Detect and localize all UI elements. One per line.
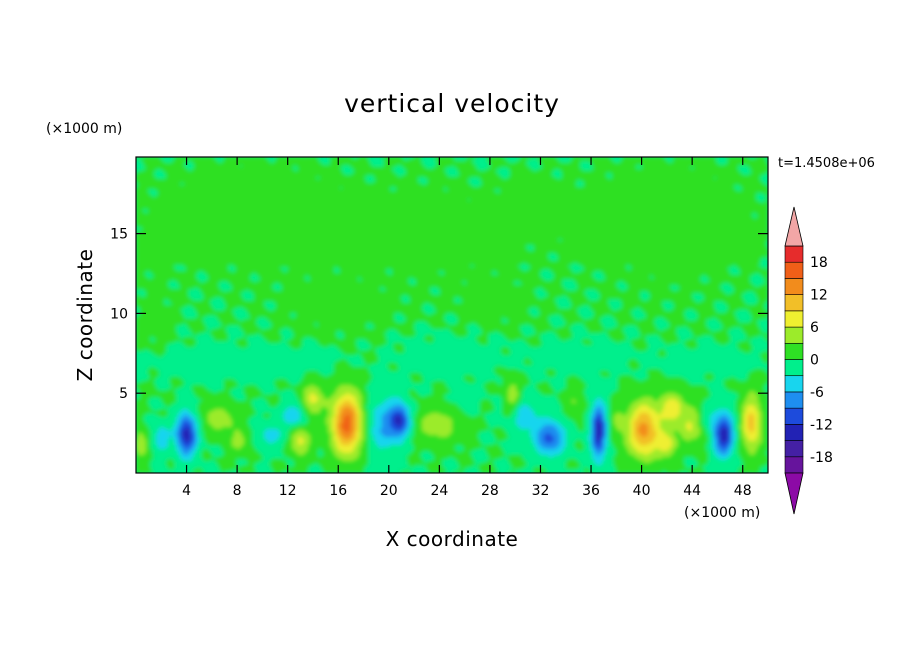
x-axis-label: X coordinate xyxy=(386,527,519,551)
colorbar-segment xyxy=(784,326,804,344)
colorbar-tick-label: -18 xyxy=(810,450,833,466)
x-tick-label: 44 xyxy=(683,483,701,499)
x-tick-label: 32 xyxy=(532,483,550,499)
colorbar-segment xyxy=(784,342,804,360)
colorbar-over-arrow xyxy=(784,206,804,247)
y-tick-label: 10 xyxy=(110,306,128,322)
y-tick-label: 15 xyxy=(110,227,128,243)
colorbar-tick-label: 18 xyxy=(810,255,828,271)
colorbar-segment xyxy=(784,261,804,279)
colorbar-tick-label: 0 xyxy=(810,353,819,369)
x-tick-label: 40 xyxy=(633,483,651,499)
colorbar-segment xyxy=(784,245,804,263)
colorbar-segment xyxy=(784,278,804,295)
colorbar-tick-label: 12 xyxy=(810,288,828,304)
x-tick-label: 4 xyxy=(182,483,191,499)
x-tick-label: 24 xyxy=(430,483,448,499)
colorbar-tick-label: -6 xyxy=(810,385,824,401)
y-axis-ticks: 5 10 15 xyxy=(110,227,768,402)
plot-frame xyxy=(135,156,769,474)
colorbar-tick-label: 6 xyxy=(810,320,819,336)
chart-title: vertical velocity xyxy=(344,89,560,118)
colorbar-segment xyxy=(784,375,804,393)
x-unit-label: (×1000 m) xyxy=(684,505,760,521)
colorbar-under-arrow xyxy=(784,472,804,515)
colorbar-segment xyxy=(784,440,804,458)
y-tick-label: 5 xyxy=(119,386,128,402)
x-tick-label: 12 xyxy=(279,483,297,499)
velocity-field xyxy=(136,157,768,473)
x-tick-label: 20 xyxy=(380,483,398,499)
colorbar-segment xyxy=(784,456,804,474)
x-axis-ticks: 4 8 12 16 20 24 28 32 36 40 44 48 xyxy=(182,157,752,499)
colorbar: -18 -12 -6 0 6 12 18 xyxy=(784,206,833,515)
x-tick-label: 48 xyxy=(734,483,752,499)
x-tick-label: 16 xyxy=(329,483,347,499)
y-unit-label: (×1000 m) xyxy=(46,121,122,137)
y-axis-label: Z coordinate xyxy=(73,249,97,382)
colorbar-tick-label: -12 xyxy=(810,417,833,433)
colorbar-segment xyxy=(784,310,804,328)
colorbar-segment xyxy=(784,407,804,425)
colorbar-segment xyxy=(784,359,804,377)
time-stamp: t=1.4508e+06 xyxy=(778,156,875,171)
x-tick-label: 8 xyxy=(233,483,242,499)
colorbar-segment xyxy=(784,294,804,312)
plot-area xyxy=(136,157,768,473)
x-tick-label: 36 xyxy=(582,483,600,499)
x-tick-label: 28 xyxy=(481,483,499,499)
colorbar-segment xyxy=(784,424,804,441)
colorbar-segment xyxy=(784,391,804,409)
